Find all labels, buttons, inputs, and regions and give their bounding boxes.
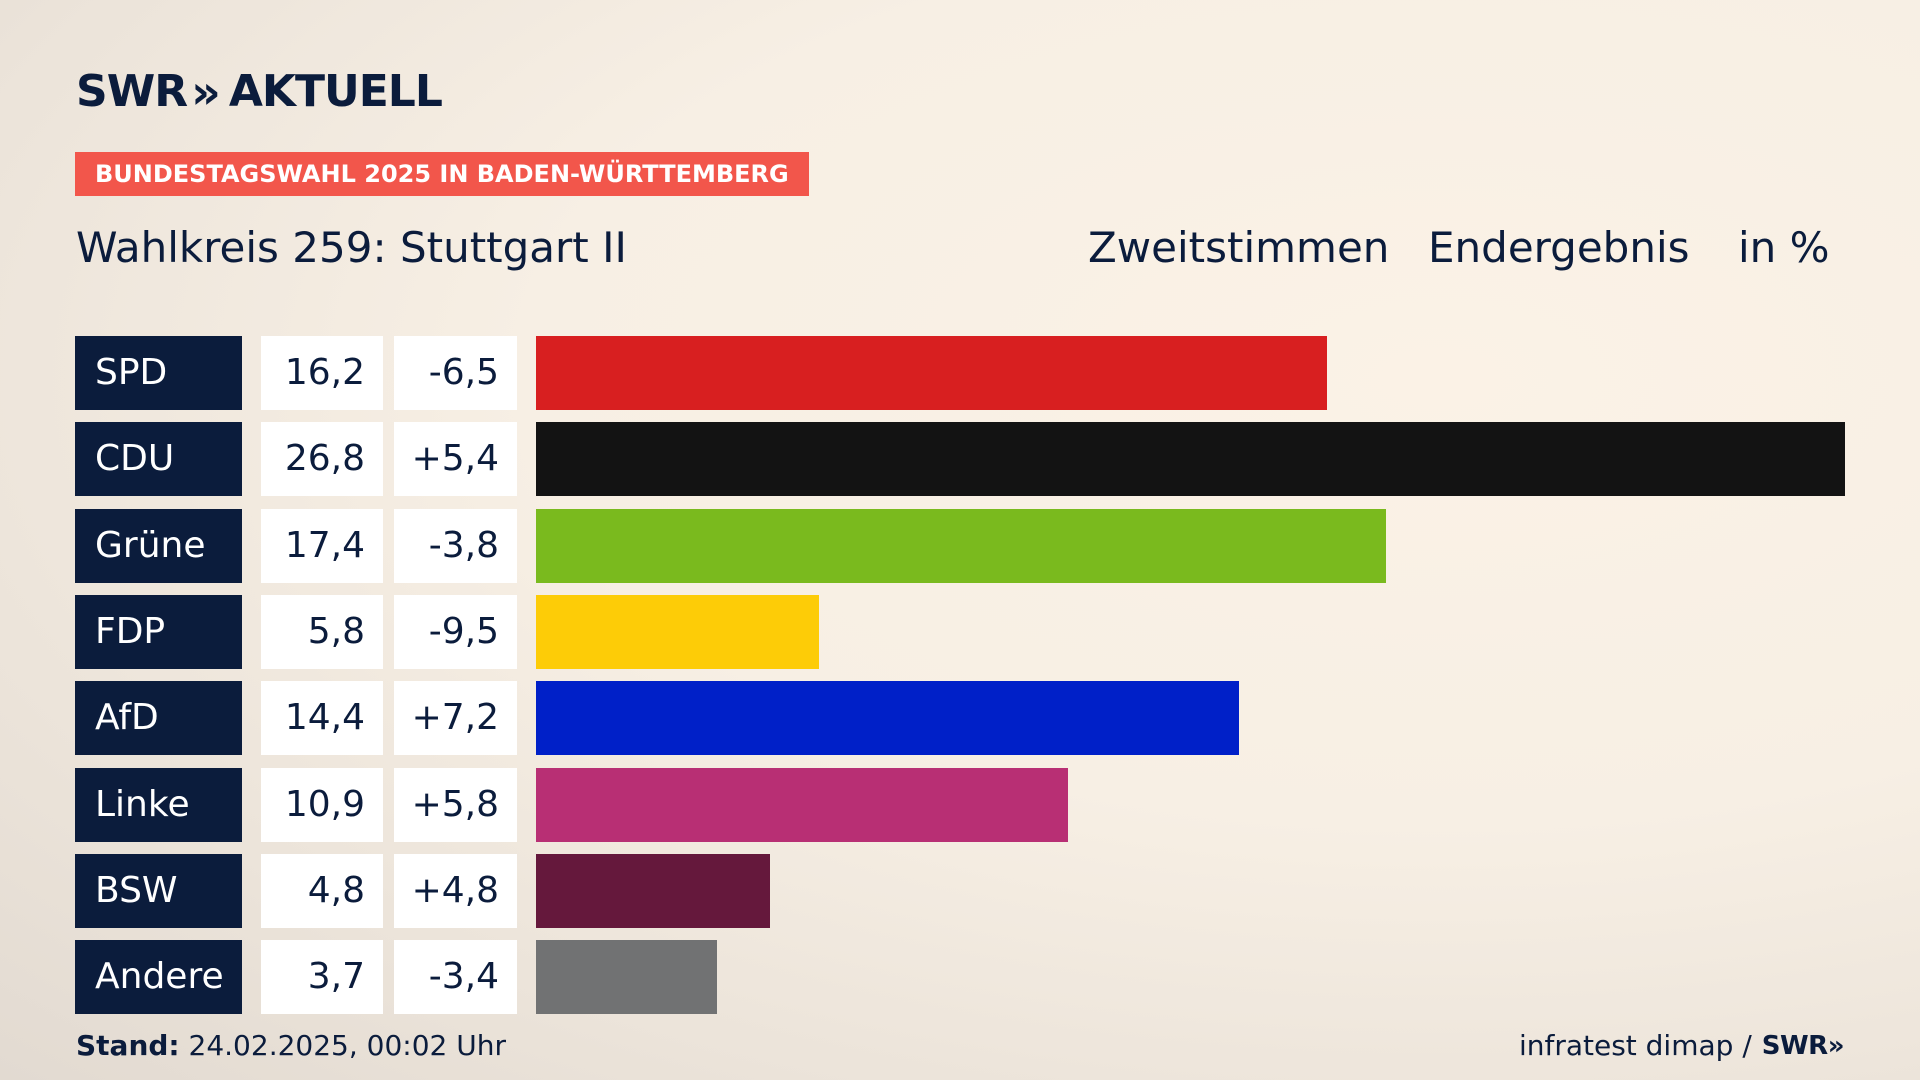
timestamp: Stand: 24.02.2025, 00:02 Uhr (76, 1028, 506, 1064)
vote-share-value: 5,8 (261, 595, 383, 669)
vote-change-value: +5,8 (394, 768, 517, 842)
result-bar (536, 422, 1845, 496)
vote-share-value: 4,8 (261, 854, 383, 928)
swr-aktuell-logo: SWR » AKTUELL (76, 64, 443, 120)
source-text: infratest dimap / (1518, 1029, 1752, 1062)
vote-share-value: 3,7 (261, 940, 383, 1014)
vote-change-value: -6,5 (394, 336, 517, 410)
party-label: CDU (75, 422, 242, 496)
result-bar (536, 595, 819, 669)
result-bar (536, 940, 717, 1014)
party-label: AfD (75, 681, 242, 755)
party-label: Linke (75, 768, 242, 842)
vote-share-value: 16,2 (261, 336, 383, 410)
result-bar (536, 509, 1386, 583)
party-label: Grüne (75, 509, 242, 583)
vote-share-value: 14,4 (261, 681, 383, 755)
vote-change-value: -9,5 (394, 595, 517, 669)
stand-value: 24.02.2025, 00:02 Uhr (188, 1029, 506, 1062)
vote-change-value: +7,2 (394, 681, 517, 755)
vote-type-label: Zweitstimmen (1088, 223, 1390, 272)
result-bar (536, 681, 1239, 755)
constituency-title: Wahlkreis 259: Stuttgart II (76, 223, 627, 272)
vote-change-value: +5,4 (394, 422, 517, 496)
party-label: FDP (75, 595, 242, 669)
party-label: BSW (75, 854, 242, 928)
vote-share-value: 17,4 (261, 509, 383, 583)
election-badge: BUNDESTAGSWAHL 2025 IN BADEN-WÜRTTEMBERG (75, 152, 809, 196)
status-label: Endergebnis (1428, 223, 1690, 272)
unit-label: in % (1738, 223, 1830, 272)
vote-change-value: +4,8 (394, 854, 517, 928)
vote-share-value: 26,8 (261, 422, 383, 496)
party-label: Andere (75, 940, 242, 1014)
party-label: SPD (75, 336, 242, 410)
result-bar (536, 336, 1327, 410)
source-credit: infratest dimap / SWR» (1518, 1028, 1845, 1064)
logo-aktuell-text: AKTUELL (228, 66, 443, 117)
stand-label: Stand: (76, 1029, 180, 1062)
logo-swr-text: SWR (76, 66, 188, 117)
result-bar (536, 768, 1068, 842)
swr-footer-logo: SWR» (1761, 1031, 1845, 1061)
vote-change-value: -3,8 (394, 509, 517, 583)
logo-arrows-icon: » (191, 65, 221, 119)
result-bar (536, 854, 770, 928)
vote-change-value: -3,4 (394, 940, 517, 1014)
vote-share-value: 10,9 (261, 768, 383, 842)
